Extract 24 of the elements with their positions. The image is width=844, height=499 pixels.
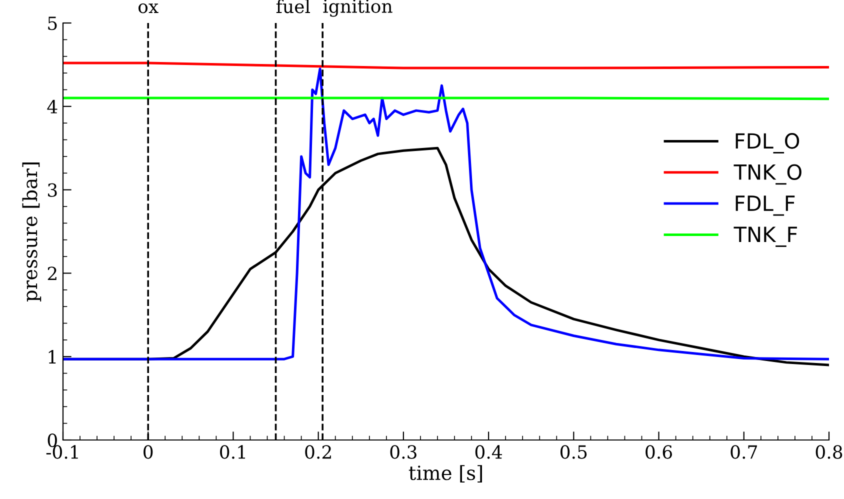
- x-tick-label: 0.5: [560, 445, 587, 459]
- x-tick-label: 0: [144, 445, 153, 459]
- x-tick-label: 0.4: [475, 445, 502, 459]
- x-axis-title: time [s]: [408, 465, 482, 482]
- y-tick-label: 2: [48, 266, 56, 280]
- ref-line-label: ox: [138, 3, 158, 14]
- legend-label: FDL_F: [736, 196, 795, 216]
- x-tick-label: 0.6: [646, 445, 672, 459]
- x-tick-label: 0.3: [390, 445, 416, 459]
- legend-label: TNK_O: [734, 164, 802, 185]
- line-series: [63, 68, 829, 360]
- x-tick-label: 0.1: [220, 445, 246, 459]
- y-tick-label: 4: [47, 100, 58, 114]
- y-tick-label: 1: [48, 350, 56, 364]
- y-tick-label: 3: [48, 183, 57, 197]
- y-tick-label: 0: [48, 433, 57, 448]
- x-tick-label: -0.1: [46, 445, 78, 459]
- x-tick-label: 0.2: [305, 445, 331, 459]
- legend-label: TNK_F: [734, 226, 797, 247]
- x-tick-label: 0.8: [816, 445, 842, 459]
- y-tick-label: 5: [48, 16, 57, 30]
- legend-label: FDL_O: [736, 133, 800, 154]
- x-tick-label: 0.7: [730, 445, 757, 459]
- y-axis-title: pressure [bar]: [22, 162, 42, 302]
